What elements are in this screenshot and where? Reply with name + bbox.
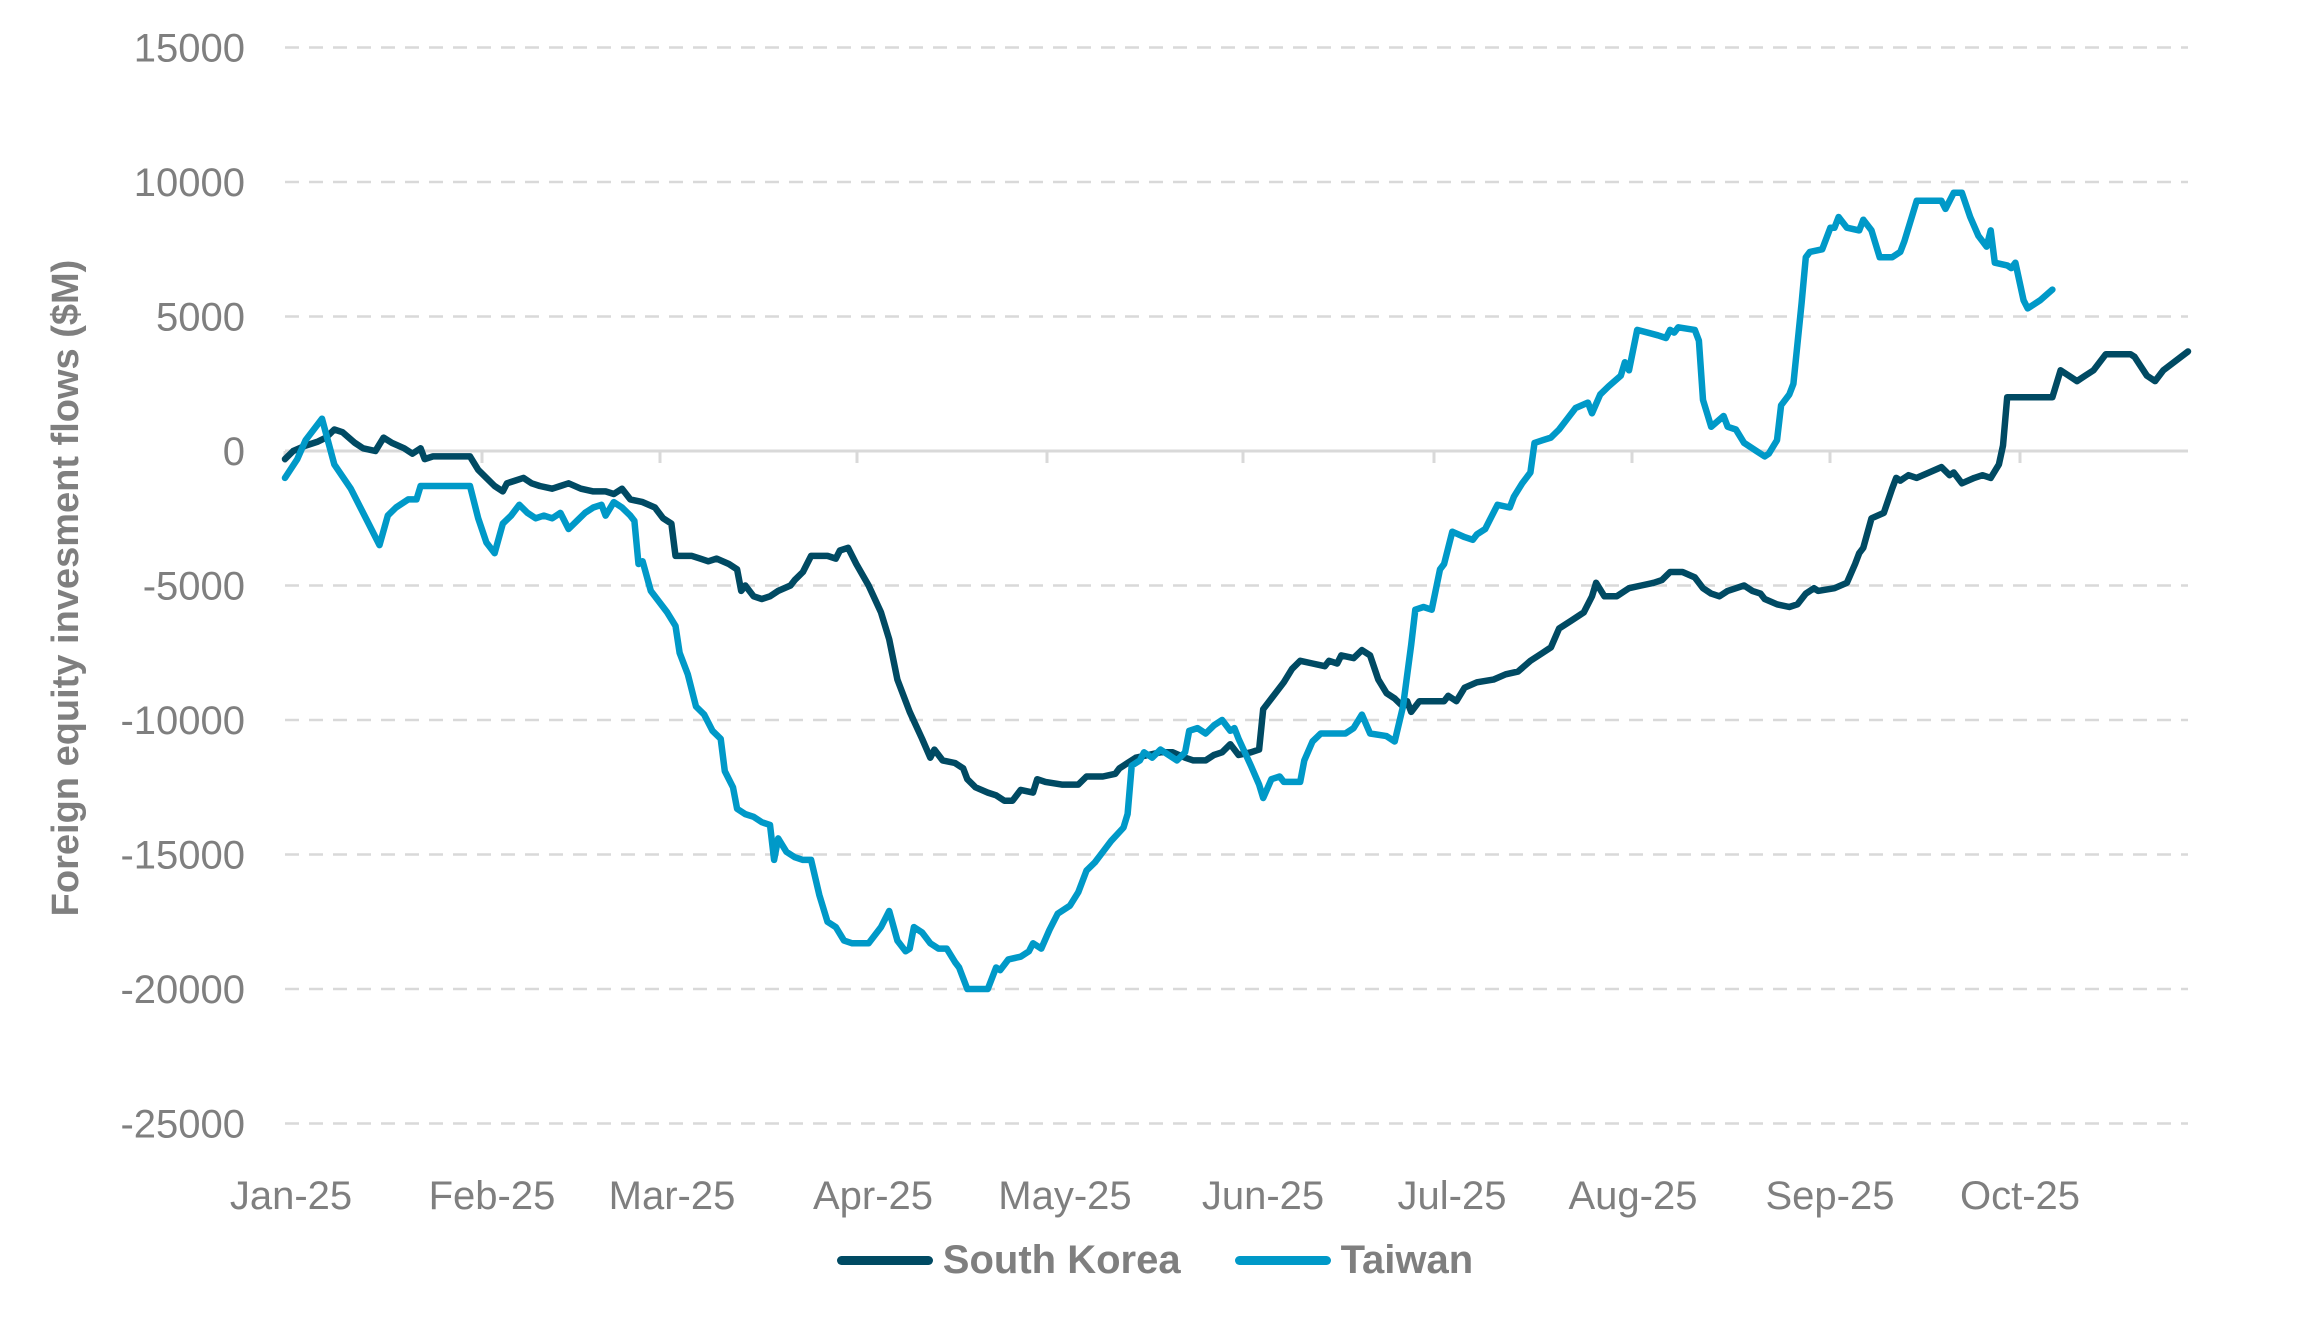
y-tick-label: -10000: [120, 699, 245, 743]
y-tick-label: -5000: [143, 565, 245, 609]
y-tick-label: -20000: [120, 968, 245, 1012]
y-tick-label: 15000: [134, 27, 245, 71]
y-tick-label: 5000: [156, 296, 245, 340]
taiwan-line: [281, 189, 2056, 993]
x-tick-label: Oct-25: [1960, 1174, 2080, 1218]
legend-item-south-korea[interactable]: South Korea: [836, 1238, 1181, 1283]
legend: South Korea Taiwan: [0, 1238, 2310, 1283]
line-chart: 15000 10000 5000 0 -5000 -10000 -15000 -20000 -2…: [45, 27, 2192, 1218]
y-axis-title: Foreign equity invesment flows ($M): [45, 260, 87, 917]
x-tick-label: Apr-25: [813, 1174, 933, 1218]
x-tick-label: Sep-25: [1766, 1174, 1895, 1218]
x-tick-label: Jan-25: [230, 1174, 352, 1218]
x-tick-label: Jun-25: [1202, 1174, 1324, 1218]
y-tick-label: 0: [223, 430, 245, 474]
y-axis-ticks: 15000 10000 5000 0 -5000 -10000 -15000 -20000 -2…: [120, 27, 245, 1147]
legend-label: Taiwan: [1340, 1238, 1474, 1282]
x-tick-label: Aug-25: [1569, 1174, 1698, 1218]
taiwan-line-swatch-icon: [1234, 1256, 1331, 1265]
x-tick-label: May-25: [998, 1174, 1131, 1218]
y-tick-label: -25000: [120, 1103, 245, 1147]
x-axis: [283, 449, 2188, 463]
x-tick-label: Mar-25: [609, 1174, 736, 1218]
gridlines: [285, 46, 2188, 1125]
y-tick-label: -15000: [120, 834, 245, 878]
legend-item-taiwan[interactable]: Taiwan: [1234, 1238, 1474, 1283]
x-tick-label: Feb-25: [429, 1174, 556, 1218]
x-axis-ticks: Jan-25 Feb-25 Mar-25 Apr-25 May-25 Jun-25 Jul-…: [230, 1174, 2080, 1218]
series-lines: [281, 189, 2192, 993]
legend-label: South Korea: [942, 1238, 1181, 1282]
x-tick-label: Jul-25: [1398, 1174, 1507, 1218]
south-korea-line: [281, 348, 2192, 804]
south-korea-line-swatch-icon: [836, 1256, 933, 1265]
y-tick-label: 10000: [134, 161, 245, 205]
